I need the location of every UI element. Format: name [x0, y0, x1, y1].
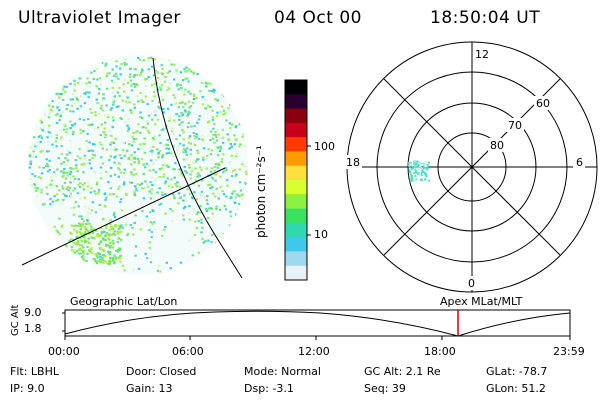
altitude-curve: [64, 310, 571, 337]
mlt-label-18: 18: [346, 156, 360, 169]
info-ip: IP: 9.0: [10, 382, 45, 395]
terminator-line: [152, 57, 243, 279]
aurora-speckle-field: [28, 56, 248, 273]
colorbar-band: [285, 237, 307, 252]
info-gc-alt: GC Alt: 2.1 Re: [364, 365, 441, 378]
polar-diagonal-2: [383, 78, 561, 256]
timeline-right-label: Apex MLat/MLT: [440, 295, 523, 308]
timeline-ytick-1-8: 1.8: [24, 322, 42, 335]
colorbar-band: [285, 265, 307, 281]
mlt-label-6: 6: [576, 156, 583, 169]
colorbar: [284, 79, 311, 281]
timeline-xtick-1800: 18:00: [424, 345, 456, 358]
info-mode: Mode: Normal: [244, 365, 321, 378]
time-label: 18:50:04 UT: [430, 8, 541, 28]
colorbar-band: [285, 180, 307, 195]
colorbar-band: [285, 122, 307, 138]
colorbar-band: [285, 151, 307, 167]
colorbar-band: [285, 208, 307, 224]
date-label: 04 Oct 00: [274, 8, 362, 28]
colorbar-band: [285, 165, 307, 181]
aurora-blob: [408, 160, 430, 182]
colorbar-band: [285, 222, 307, 238]
colorbar-band: [285, 80, 307, 95]
colorbar-label: photon cm⁻²s⁻¹: [254, 145, 268, 238]
info-seq: Seq: 39: [364, 382, 406, 395]
info-door: Door: Closed: [126, 365, 197, 378]
timeline-frame: [64, 309, 571, 337]
timeline-xtick-0600: 06:00: [172, 345, 204, 358]
timeline-xtick-1200: 12:00: [298, 345, 330, 358]
mlt-label-12: 12: [475, 48, 489, 61]
app-title: Ultraviolet Imager: [18, 8, 181, 28]
mlt-label-0: 0: [468, 277, 475, 290]
timeline-xtick-2359: 23:59: [553, 345, 585, 358]
colorbar-band: [285, 251, 307, 267]
info-filter: Flt: LBHL: [10, 365, 59, 378]
colorbar-band: [285, 108, 307, 124]
colorbar-tick-label-100: 100: [314, 140, 335, 153]
polar-plot: [344, 41, 598, 293]
info-dsp: Dsp: -3.1: [244, 382, 294, 395]
info-glat: GLat: -78.7: [486, 365, 548, 378]
lat-label-80: 80: [490, 139, 504, 152]
colorbar-tick-label-10: 10: [314, 228, 328, 241]
colorbar-band: [285, 194, 307, 210]
timeline-xtick-0000: 00:00: [48, 345, 80, 358]
orbit-altitude-timeline: [62, 309, 571, 340]
colorbar-frame: [284, 79, 308, 281]
info-glon: GLon: 51.2: [486, 382, 546, 395]
lat-label-70: 70: [508, 119, 522, 132]
info-gain: Gain: 13: [126, 382, 173, 395]
colorbar-band: [285, 137, 307, 152]
lat-label-60: 60: [536, 97, 550, 110]
geographic-image: [21, 55, 248, 279]
timeline-left-label: Geographic Lat/Lon: [70, 295, 178, 308]
timeline-ytick-9: 9.0: [24, 306, 42, 319]
meridian-line: [21, 167, 226, 266]
colorbar-band: [285, 94, 307, 110]
